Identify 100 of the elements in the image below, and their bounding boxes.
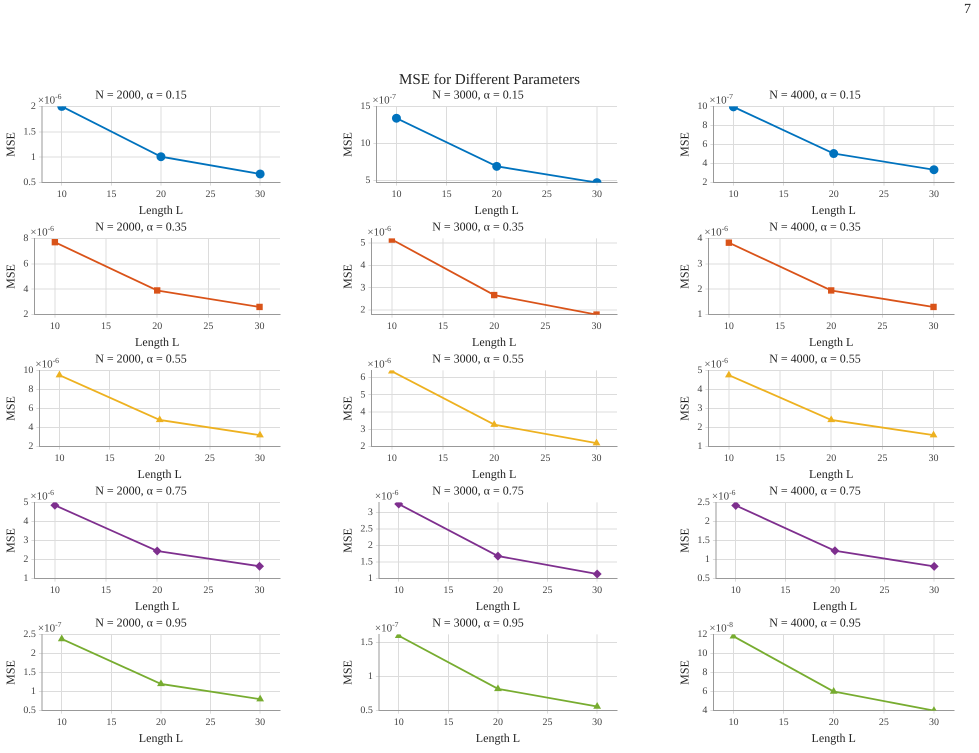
- point: [492, 162, 502, 171]
- x-tick-label: 20: [826, 453, 836, 464]
- chart-title: N = 3000, α = 0.15: [432, 87, 524, 102]
- x-tick-label: 30: [592, 717, 602, 728]
- chart-title: N = 2000, α = 0.55: [95, 351, 187, 366]
- point: [493, 552, 502, 561]
- y-tick-label: 8: [702, 667, 708, 678]
- chart-title: N = 2000, α = 0.15: [95, 87, 187, 102]
- x-tick-label: 20: [492, 585, 503, 596]
- y-tick-label: 0.5: [360, 705, 373, 716]
- x-tick-label: 30: [928, 453, 939, 464]
- point: [50, 502, 60, 510]
- point: [56, 370, 64, 378]
- y-tick-label: 5: [360, 238, 366, 249]
- y-tick-label: 5: [360, 389, 366, 400]
- point: [593, 702, 602, 709]
- chart-title: N = 3000, α = 0.35: [432, 219, 524, 234]
- point: [829, 149, 838, 158]
- x-axis-title: Length L: [812, 598, 858, 613]
- y-tick-label: 4: [697, 384, 702, 396]
- y-axis-title: MSE: [677, 264, 692, 289]
- y-tick-label: 2: [697, 284, 702, 295]
- x-tick-label: 10: [56, 189, 67, 200]
- x-axis-title: Length L: [476, 730, 520, 745]
- point: [156, 152, 166, 162]
- chart-title: N = 3000, α = 0.75: [432, 483, 524, 498]
- x-tick-label: 10: [728, 717, 738, 728]
- y-tick-label: 8: [702, 120, 708, 132]
- x-tick-label: 15: [106, 189, 116, 200]
- y-tick-label: 6: [360, 372, 366, 383]
- x-tick-label: 25: [540, 321, 550, 332]
- x-axis-title: Length L: [138, 730, 184, 745]
- y-tick-label: 3: [368, 506, 373, 518]
- x-axis-title: Length L: [812, 202, 856, 217]
- x-axis-title: Length L: [809, 466, 854, 481]
- y-tick-label: 12: [697, 629, 708, 640]
- y-tick-label: 2.5: [360, 524, 373, 535]
- x-tick-label: 25: [878, 189, 889, 200]
- y-axis-title: MSE: [340, 528, 354, 553]
- x-tick-label: 20: [489, 321, 500, 332]
- x-tick-label: 15: [780, 585, 790, 596]
- y-tick-label: 1: [697, 309, 702, 320]
- x-axis-title: Length L: [474, 202, 519, 217]
- x-tick-label: 25: [877, 321, 888, 332]
- y-tick-label: 1: [704, 554, 710, 566]
- x-tick-label: 15: [778, 189, 789, 200]
- x-axis-title: Length L: [812, 730, 856, 745]
- x-tick-label: 30: [928, 189, 939, 200]
- y-tick-label: 2: [23, 309, 28, 320]
- point: [255, 562, 264, 571]
- x-tick-label: 20: [826, 321, 836, 332]
- x-tick-label: 20: [152, 585, 162, 596]
- text: 7: [964, 2, 971, 18]
- chart-title: N = 2000, α = 0.35: [95, 219, 187, 234]
- chart-title: N = 4000, α = 0.95: [769, 615, 861, 630]
- y-tick-label: 1.5: [697, 535, 710, 546]
- x-tick-label: 15: [104, 453, 115, 464]
- y-axis-title: MSE: [340, 264, 354, 289]
- y-tick-label: 15: [360, 101, 370, 112]
- y-tick-label: 10: [23, 365, 34, 376]
- x-tick-label: 30: [254, 453, 265, 464]
- y-tick-label: 5: [365, 175, 370, 186]
- x-tick-label: 15: [438, 453, 448, 464]
- x-tick-label: 30: [928, 717, 939, 728]
- x-tick-label: 30: [592, 321, 602, 332]
- y-tick-label: 4: [23, 516, 28, 528]
- y-tick-label: 6: [702, 686, 708, 698]
- x-tick-label: 20: [492, 717, 503, 728]
- text: MSE for Different Parameters: [398, 72, 581, 89]
- x-tick-label: 10: [724, 453, 734, 464]
- y-axis-title: MSE: [3, 132, 18, 157]
- y-axis-title: MSE: [340, 132, 354, 157]
- point: [490, 420, 498, 427]
- point: [592, 438, 600, 446]
- y-axis-title: MSE: [677, 528, 692, 553]
- chart-title: N = 2000, α = 0.75: [95, 483, 187, 498]
- y-tick-label: 2: [23, 554, 28, 566]
- y-tick-label: 2.5: [697, 497, 710, 508]
- y-tick-label: 0.5: [23, 177, 36, 188]
- x-tick-label: 30: [255, 717, 266, 728]
- point: [930, 430, 938, 438]
- point: [491, 292, 498, 298]
- x-tick-label: 20: [152, 321, 162, 332]
- x-tick-label: 10: [391, 189, 402, 200]
- x-tick-label: 15: [101, 321, 112, 332]
- chart-title: N = 4000, α = 0.15: [769, 87, 861, 102]
- x-tick-label: 10: [50, 585, 60, 596]
- y-tick-label: 0.5: [23, 705, 36, 716]
- x-tick-label: 10: [56, 717, 67, 728]
- y-tick-label: 2: [30, 648, 36, 660]
- y-tick-label: 1: [30, 686, 36, 698]
- x-tick-label: 25: [204, 453, 215, 464]
- point: [830, 687, 838, 694]
- point: [58, 634, 66, 642]
- y-tick-label: 4: [697, 233, 702, 244]
- x-tick-label: 30: [254, 321, 265, 332]
- y-tick-label: 5: [23, 497, 28, 508]
- point: [929, 165, 938, 174]
- x-tick-label: 10: [386, 453, 397, 464]
- x-tick-label: 30: [592, 189, 602, 200]
